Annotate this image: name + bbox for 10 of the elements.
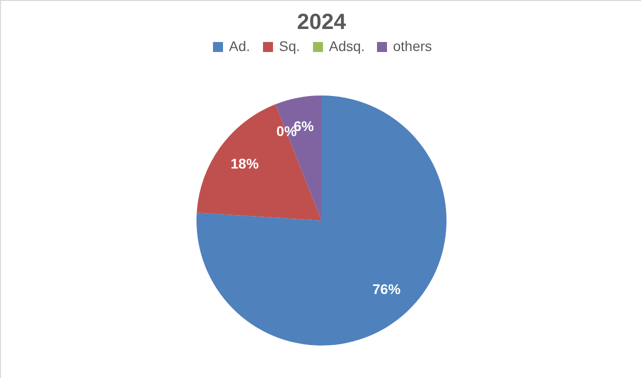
data-label: 76%: [372, 280, 402, 297]
pie-slice: [196, 104, 322, 220]
data-label: 18%: [230, 156, 260, 172]
chart-title: 2024: [297, 9, 347, 34]
legend-label: Sq.: [279, 38, 300, 54]
pie-slice: [275, 96, 322, 220]
legend-label: Ad.: [229, 38, 250, 54]
legend-label: Adsq.: [329, 38, 365, 54]
pie-slice: [196, 96, 446, 346]
legend-label: others: [393, 38, 432, 54]
